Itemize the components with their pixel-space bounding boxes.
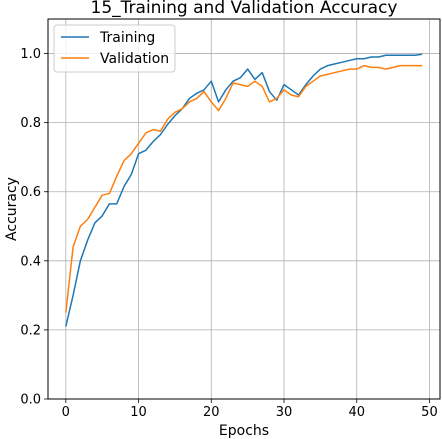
y-tick-label: 0.4 <box>20 254 41 269</box>
plot-frame <box>47 18 441 400</box>
series-layer <box>65 53 423 327</box>
y-tick-label: 0.2 <box>20 323 41 338</box>
y-axis-label: Accuracy <box>4 177 20 241</box>
legend-label-validation: Validation <box>100 51 169 67</box>
series-line-validation <box>65 64 423 313</box>
legend-label-training: Training <box>99 30 155 46</box>
ticks: 0 10 20 30 40 50 0.0 0.2 0.4 0.6 0.8 1.0 <box>20 47 437 420</box>
x-tick-label: 10 <box>130 405 147 420</box>
series-line-training <box>65 53 423 327</box>
y-tick-label: 1.0 <box>20 47 41 62</box>
x-tick-label: 0 <box>62 405 70 420</box>
x-tick-label: 40 <box>348 405 365 420</box>
x-tick-label: 30 <box>276 405 293 420</box>
y-tick-label: 0.0 <box>20 393 41 408</box>
y-tick-label: 0.6 <box>20 185 41 200</box>
x-tick-label: 20 <box>203 405 220 420</box>
chart-title: 15_Training and Validation Accuracy <box>91 0 398 18</box>
legend: Training Validation <box>53 24 176 73</box>
x-axis-label: Epochs <box>219 423 269 439</box>
x-tick-label: 50 <box>421 405 438 420</box>
y-tick-label: 0.8 <box>20 116 41 131</box>
